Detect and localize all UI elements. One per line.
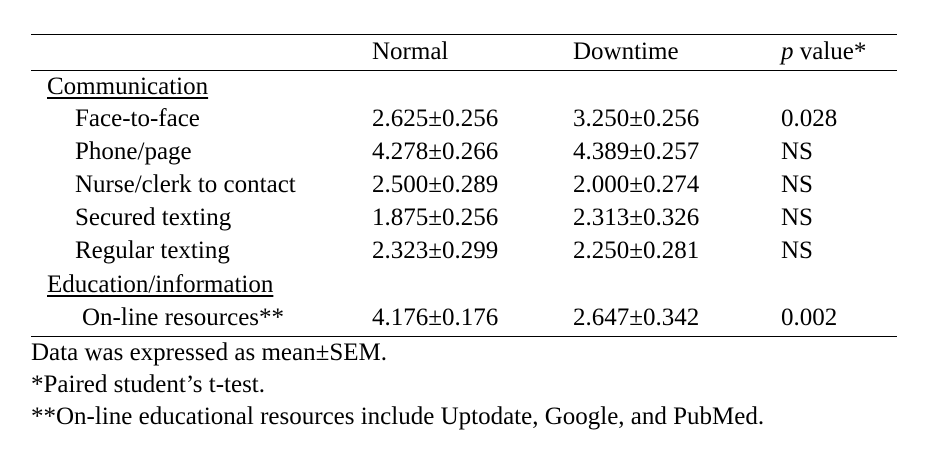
header-normal: Normal (372, 38, 449, 65)
header-downtime: Downtime (573, 38, 679, 65)
downtime-value: 4.389±0.257 (573, 138, 700, 165)
downtime-value: 2.313±0.326 (573, 204, 700, 231)
row-label: Phone/page (75, 138, 192, 165)
header-p-italic: p (781, 38, 794, 65)
normal-value: 4.176±0.176 (372, 304, 499, 331)
normal-value: 2.323±0.299 (372, 237, 499, 264)
table-top-rule (31, 34, 897, 35)
p-value: 0.028 (781, 105, 838, 132)
row-label: On-line resources** (82, 304, 285, 331)
p-value: 0.002 (781, 304, 838, 331)
downtime-value: 2.000±0.274 (573, 171, 700, 198)
p-value: NS (781, 204, 813, 231)
downtime-value: 3.250±0.256 (573, 105, 700, 132)
row-label: Secured texting (75, 204, 232, 231)
table-bottom-rule (31, 336, 897, 337)
row-label: Nurse/clerk to contact (75, 171, 296, 198)
row-label: Regular texting (75, 237, 230, 264)
downtime-value: 2.647±0.342 (573, 304, 700, 331)
section-title-education: Education/information (47, 271, 274, 298)
header-p-rest: value* (793, 38, 867, 65)
footnote-ttest: *Paired student’s t-test. (31, 371, 265, 398)
normal-value: 2.500±0.289 (372, 171, 499, 198)
p-value: NS (781, 171, 813, 198)
normal-value: 4.278±0.266 (372, 138, 499, 165)
section-title-communication: Communication (47, 73, 209, 100)
normal-value: 2.625±0.256 (372, 105, 499, 132)
footnote-sem: Data was expressed as mean±SEM. (31, 339, 387, 366)
footnote-resources: **On-line educational resources include … (31, 403, 765, 430)
normal-value: 1.875±0.256 (372, 204, 499, 231)
row-label: Face-to-face (75, 105, 200, 132)
header-bottom-rule (31, 70, 897, 71)
p-value: NS (781, 138, 813, 165)
header-p-value: p value* (781, 37, 866, 67)
p-value: NS (781, 237, 813, 264)
downtime-value: 2.250±0.281 (573, 237, 700, 264)
